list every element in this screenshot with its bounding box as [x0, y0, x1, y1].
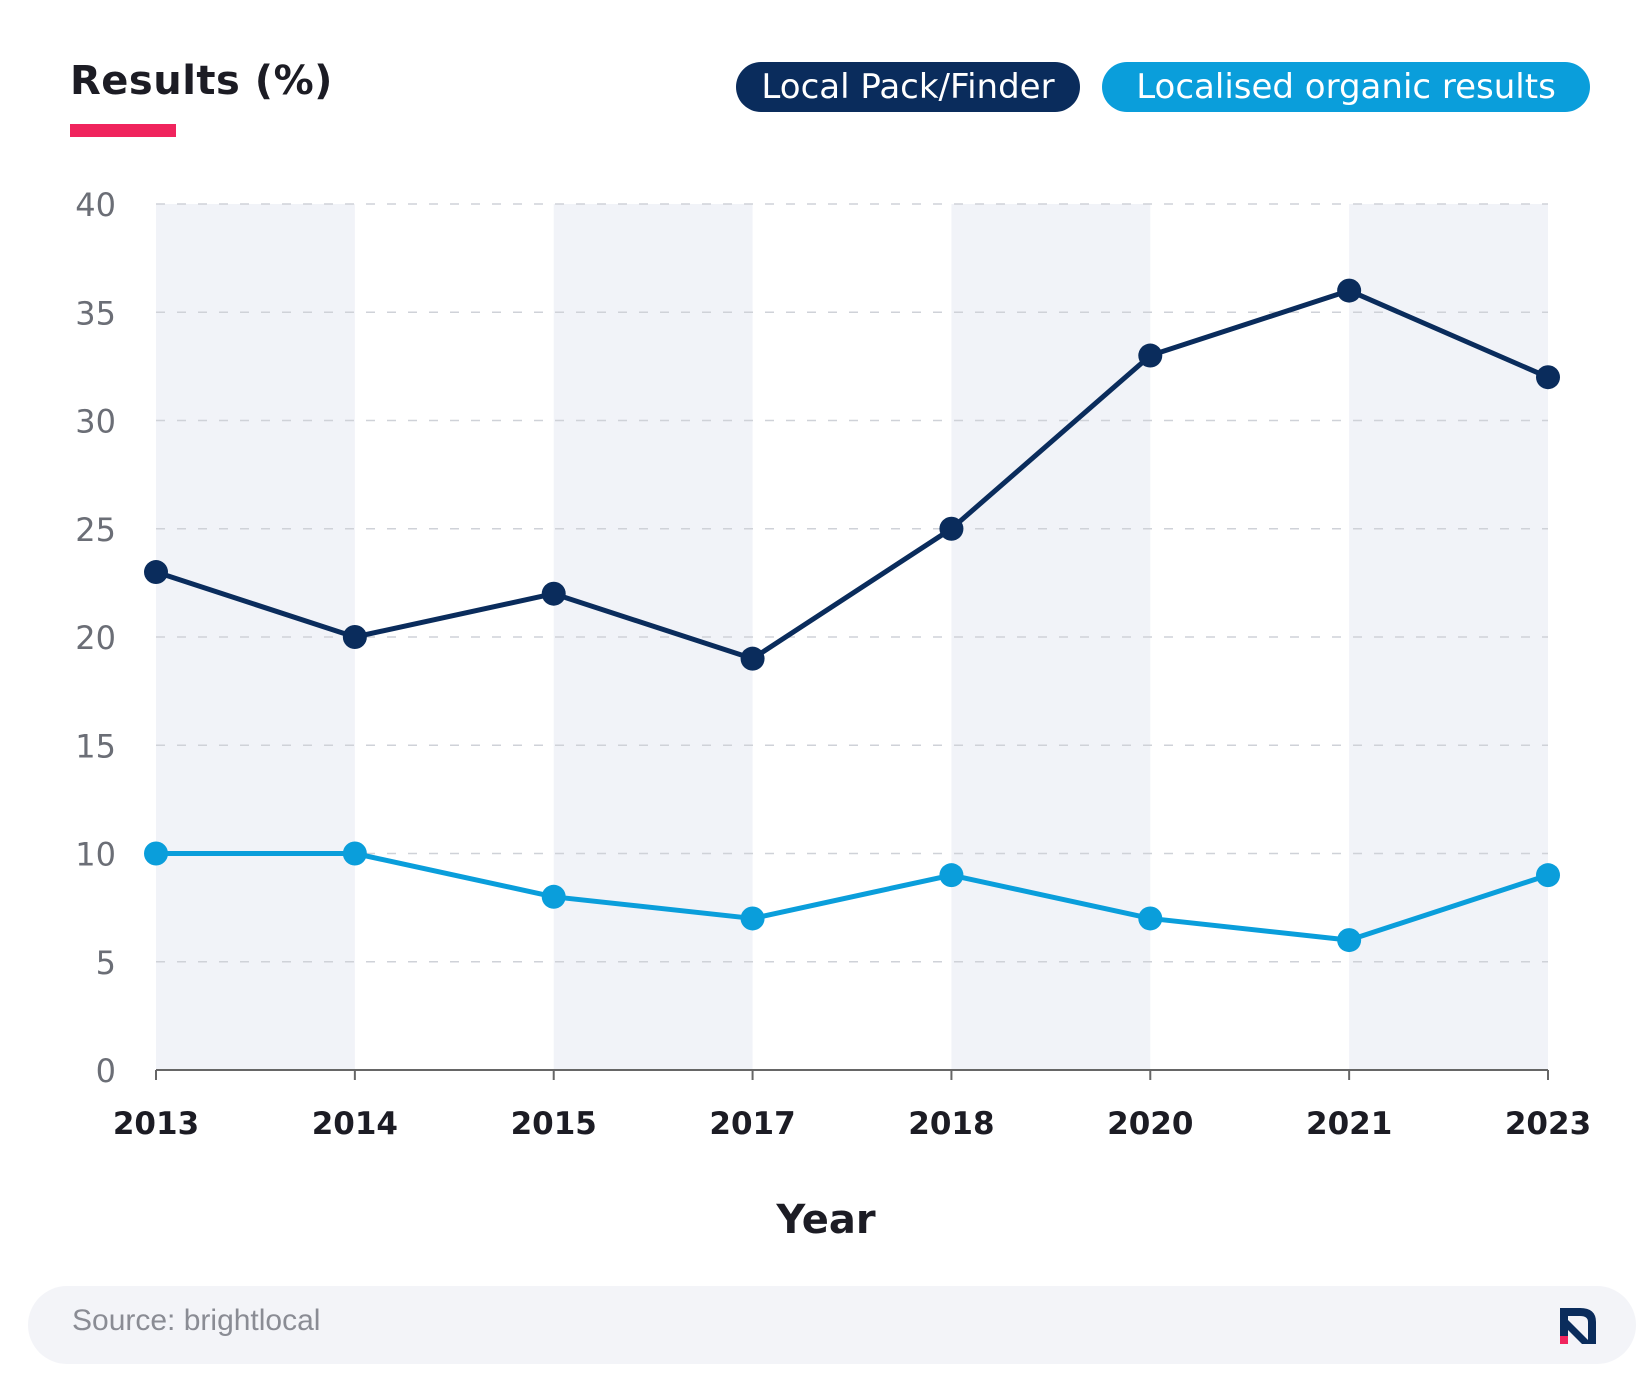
x-tick-label: 2018	[908, 1106, 994, 1142]
x-tick-label: 2021	[1306, 1106, 1392, 1142]
x-tick-label: 2014	[312, 1106, 398, 1142]
y-tick-label: 0	[96, 1052, 116, 1090]
y-tick-label: 40	[75, 186, 116, 224]
source-text: Source: brightlocal	[72, 1304, 321, 1337]
band-2	[553, 204, 753, 1070]
series-0-point	[1536, 365, 1560, 390]
series-0-point	[541, 581, 566, 606]
band-4	[951, 204, 1151, 1070]
x-tick-labels: 2013 2014 2015 2017 2018 2020 2021 2023	[113, 1106, 1591, 1142]
series-0-point	[342, 625, 367, 649]
x-tick-label: 2015	[511, 1106, 597, 1142]
series-line-1	[156, 851, 1549, 943]
x-tick-label: 2020	[1107, 1106, 1193, 1142]
legend-localised-organic: Localised organic results	[1102, 62, 1590, 112]
y-tick-label: 10	[75, 836, 116, 874]
series-1-point	[740, 906, 765, 931]
series-line-0	[155, 288, 1549, 662]
series-lines	[155, 288, 1549, 943]
y-tick-label: 30	[75, 403, 116, 441]
x-tick-label: 2013	[113, 1106, 199, 1142]
series-1-point	[144, 841, 168, 866]
series-points	[144, 278, 1560, 953]
series-1-point	[1337, 928, 1362, 953]
x-tick-label: 2023	[1505, 1106, 1591, 1142]
series-1-point	[939, 863, 964, 888]
y-tick-labels: 0 5 10 15 20 25 30 35 40	[75, 186, 116, 1090]
series-1-point	[342, 841, 367, 866]
line-chart: 0 5 10 15 20 25 30 35 40 2013 2014 2015 2017 2018 202…	[75, 186, 1591, 1142]
series-0-point	[1138, 343, 1163, 368]
y-tick-label: 25	[75, 511, 116, 549]
series-0-point	[740, 646, 765, 671]
y-tick-label: 20	[75, 619, 116, 657]
title-underline	[70, 124, 176, 137]
legend-local-pack: Local Pack/Finder	[736, 62, 1080, 112]
x-tick-label: 2017	[709, 1106, 795, 1142]
band-0	[156, 204, 355, 1070]
y-tick-label: 5	[96, 944, 116, 982]
series-0-point	[144, 560, 168, 585]
source-bar: Source: brightlocal	[28, 1286, 1636, 1364]
x-axis-label: Year	[776, 1197, 876, 1243]
chart-title: Results (%)	[70, 58, 333, 104]
series-0-point	[1337, 278, 1362, 303]
y-tick-label: 35	[75, 294, 116, 332]
y-tick-label: 15	[75, 727, 116, 765]
x-axis	[155, 1069, 1549, 1080]
gridlines	[156, 203, 1548, 963]
series-1-point	[1138, 906, 1163, 931]
series-1-point	[1536, 863, 1560, 888]
series-1-point	[541, 884, 566, 909]
series-0-point	[939, 516, 964, 541]
brightlocal-logo-icon	[1560, 1308, 1596, 1344]
